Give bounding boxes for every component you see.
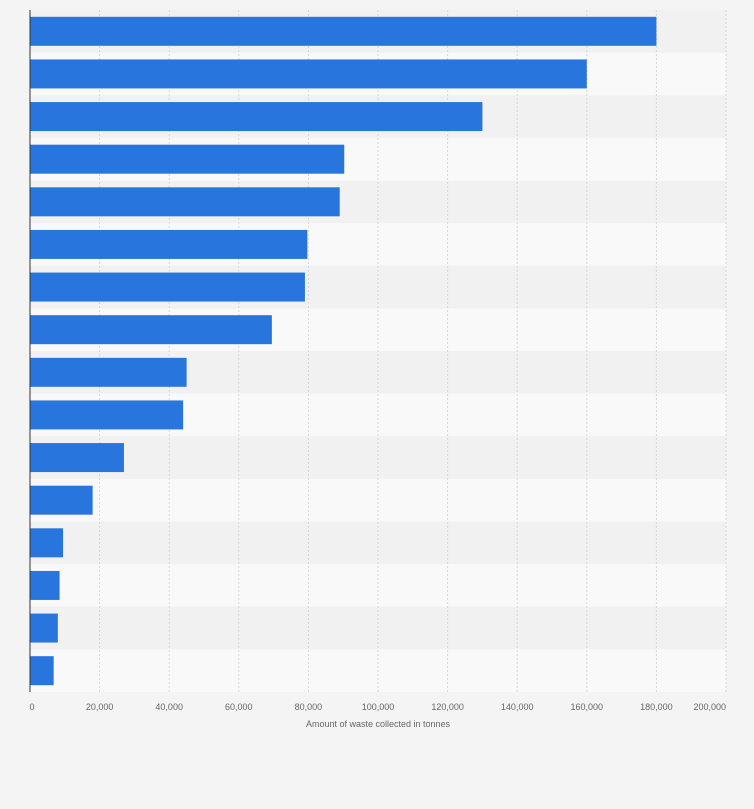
x-tick-label: 0 (29, 702, 34, 712)
bar (30, 16, 657, 46)
x-tick-label: 180,000 (640, 702, 673, 712)
bar (30, 144, 345, 174)
x-tick-label: 20,000 (86, 702, 114, 712)
bar (30, 613, 58, 643)
bar (30, 485, 93, 515)
bar (30, 102, 483, 132)
x-tick-label: 80,000 (295, 702, 323, 712)
x-tick-label: 120,000 (431, 702, 464, 712)
bar (30, 315, 272, 345)
bar (30, 570, 60, 600)
x-tick-labels: 0 20,000 40,000 60,000 80,000 100,000 120,000 1… (29, 702, 726, 712)
x-tick-label: 40,000 (155, 702, 183, 712)
bar (30, 443, 124, 473)
bar (30, 357, 187, 387)
x-tick-label: 60,000 (225, 702, 253, 712)
bar (30, 229, 308, 259)
bar (30, 187, 340, 217)
bar (30, 59, 587, 89)
bar (30, 272, 305, 302)
x-tick-label: 100,000 (362, 702, 395, 712)
bar (30, 528, 64, 558)
bars (30, 16, 657, 686)
bar (30, 400, 184, 430)
x-tick-label: 140,000 (501, 702, 534, 712)
x-tick-label: 160,000 (571, 702, 604, 712)
x-axis-title: Amount of waste collected in tonnes (306, 719, 451, 729)
bar (30, 656, 54, 686)
x-tick-label: 200,000 (693, 702, 726, 712)
